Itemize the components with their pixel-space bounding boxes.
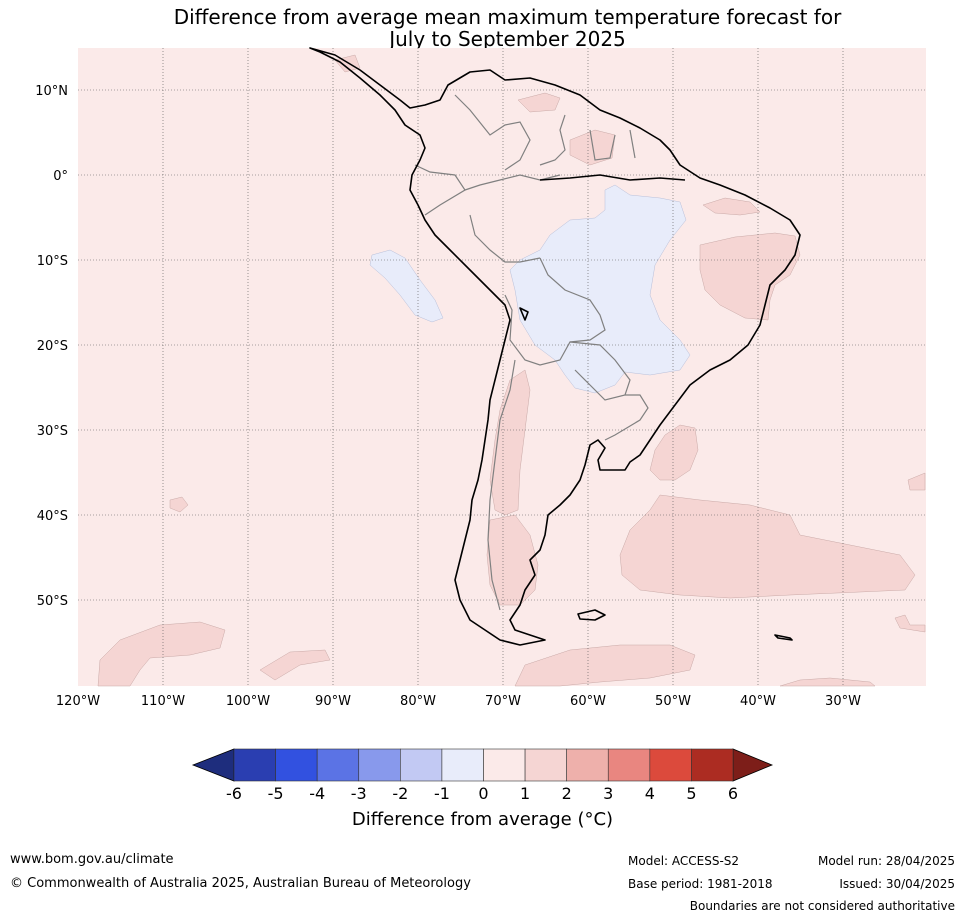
- footer-url[interactable]: www.bom.gov.au/climate: [10, 852, 174, 867]
- lon-tick-label: 80°W: [400, 694, 436, 709]
- lat-tick-label: 40°S: [37, 509, 68, 524]
- colorbar-under-arrow: [191, 748, 235, 782]
- lat-tick-label: 0°: [53, 169, 68, 184]
- colorbar-tick-label: -4: [309, 784, 325, 803]
- border-argentina-chile: [487, 359, 516, 611]
- warm-region-brazil-east: [699, 232, 801, 321]
- colorbar-tick-label: 5: [686, 784, 696, 803]
- coastlines: [309, 47, 801, 646]
- lon-tick-label: 60°W: [570, 694, 606, 709]
- lat-tick-labels: 10°N 0° 10°S 20°S 30°S 40°S 50°S: [35, 84, 68, 609]
- lon-tick-label: 90°W: [315, 694, 351, 709]
- colorbar-tick-label: -6: [226, 784, 242, 803]
- border-paraguay: [569, 341, 631, 401]
- lat-tick-label: 10°S: [37, 254, 68, 269]
- colorbar-segment: [400, 748, 443, 782]
- lon-tick-label: 40°W: [740, 694, 776, 709]
- colorbar-label: Difference from average (°C): [351, 809, 614, 830]
- colorbar-segment: [233, 748, 276, 782]
- lat-tick-label: 30°S: [37, 424, 68, 439]
- warm-region-small-east: [907, 472, 926, 491]
- cool-region-central-brazil: [509, 184, 691, 394]
- lon-tick-label: 100°W: [226, 694, 270, 709]
- warm-region-small-south: [894, 614, 926, 633]
- lon-tick-labels: 120°W 110°W 100°W 90°W 80°W 70°W 60°W 50…: [56, 694, 861, 709]
- lon-tick-label: 120°W: [56, 694, 100, 709]
- colorbar-segment: [607, 748, 651, 782]
- graticule: [78, 48, 926, 686]
- warm-region-southern-ocean-east: [514, 644, 696, 687]
- coastline-south-america: [309, 47, 801, 646]
- colorbar: -6 -5 -4 -3 -2 -1 0 1 2 3 4 5 6: [191, 748, 774, 803]
- footer-issued: Issued: 30/04/2025: [839, 877, 955, 891]
- footer-copyright: © Commonwealth of Australia 2025, Austra…: [10, 876, 471, 891]
- colorbar-segment: [316, 748, 360, 782]
- footer-model-run: Model run: 28/04/2025: [817, 854, 955, 868]
- colorbar-tick-label: 1: [520, 784, 530, 803]
- warm-region-far-south: [779, 677, 876, 687]
- coastline-lake-titicaca: [519, 307, 529, 321]
- colorbar-over-arrow: [732, 748, 774, 782]
- cool-anomaly-regions: [369, 184, 691, 394]
- colorbar-tick-label: -1: [434, 784, 450, 803]
- footer-model: Model: ACCESS-S2: [628, 854, 740, 868]
- border-bolivia: [504, 257, 606, 366]
- colorbar-segment: [441, 748, 484, 782]
- warm-region-southern-ocean-mid: [259, 649, 331, 681]
- lat-tick-label: 10°N: [35, 84, 68, 99]
- country-borders: [414, 94, 649, 611]
- coastline-falklands: [577, 609, 606, 621]
- warm-region-ne-coast: [702, 197, 761, 216]
- colorbar-segment: [649, 748, 692, 782]
- border-argentina-brazil: [604, 394, 649, 441]
- colorbar-segment: [275, 748, 318, 782]
- chart-title-line1: Difference from average mean maximum tem…: [173, 5, 842, 29]
- colorbar-tick-label: 4: [645, 784, 655, 803]
- lon-tick-label: 50°W: [655, 694, 691, 709]
- colorbar-segment: [566, 748, 609, 782]
- border-colombia-venezuela: [454, 94, 531, 171]
- colorbar-tick-label: 2: [562, 784, 572, 803]
- colorbar-segment: [691, 748, 734, 782]
- coastline-amazon-river: [539, 174, 686, 181]
- warm-region-patagonia: [486, 514, 539, 606]
- warm-region-andes: [489, 369, 531, 516]
- colorbar-segment: [524, 748, 567, 782]
- colorbar-tick-label: -3: [351, 784, 367, 803]
- warm-anomaly-regions: [97, 54, 926, 687]
- lon-tick-label: 110°W: [141, 694, 185, 709]
- colorbar-segment: [483, 748, 526, 782]
- colorbar-tick-label: 0: [478, 784, 488, 803]
- border-peru-brazil: [469, 214, 541, 263]
- colorbar-tick-label: 3: [603, 784, 613, 803]
- footer-disclaimer: Boundaries are not considered authoritat…: [689, 899, 955, 913]
- colorbar-tick-label: -2: [392, 784, 408, 803]
- colorbar-segment: [358, 748, 401, 782]
- cool-region-pacific: [369, 249, 444, 323]
- footer-base-period: Base period: 1981-2018: [628, 877, 773, 891]
- chart-title-line2: July to September 2025: [389, 27, 626, 51]
- warm-region-venezuela: [517, 92, 561, 113]
- border-ecuador: [414, 164, 466, 216]
- lat-tick-label: 20°S: [37, 339, 68, 354]
- border-guianas: [589, 129, 636, 161]
- border-venezuela-guyana: [539, 114, 566, 166]
- warm-region-small-pacific: [169, 496, 189, 513]
- lon-tick-label: 30°W: [825, 694, 861, 709]
- lat-tick-label: 50°S: [37, 594, 68, 609]
- warm-region-southern-ocean-west: [97, 621, 226, 687]
- warm-region-uruguay-coast: [649, 424, 699, 481]
- coastline-south-georgia: [774, 634, 793, 641]
- colorbar-tick-label: -5: [268, 784, 284, 803]
- colorbar-tick-label: 6: [728, 784, 738, 803]
- lon-tick-label: 70°W: [485, 694, 521, 709]
